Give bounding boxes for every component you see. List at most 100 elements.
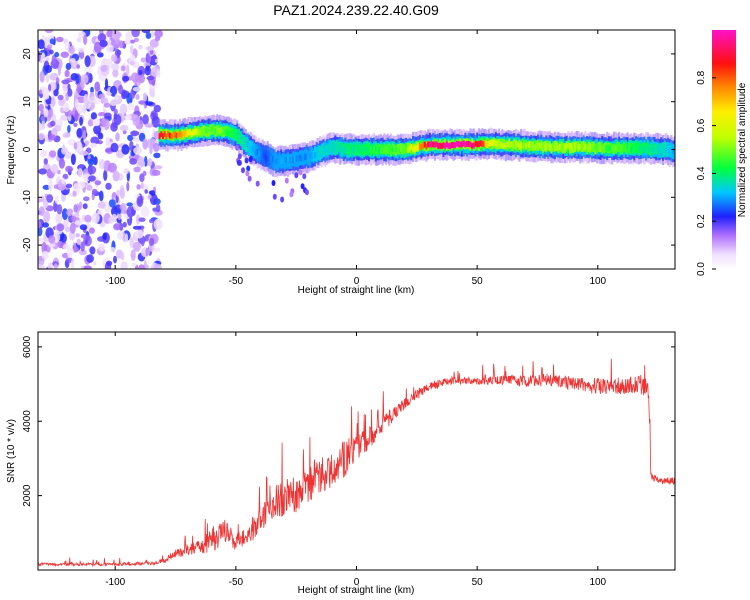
heatmap-noise-cell bbox=[126, 181, 130, 192]
snr-x-axis-label: Height of straight line (km) bbox=[298, 585, 415, 596]
heatmap-ridge-cell bbox=[599, 146, 602, 153]
heatmap-noise-cell bbox=[88, 175, 96, 182]
heatmap-noise-cell bbox=[91, 188, 98, 195]
heatmap-noise-cell bbox=[84, 214, 92, 223]
snr-x-tick-label: -100 bbox=[105, 577, 125, 588]
heatmap-ridge-cell bbox=[482, 141, 485, 148]
heatmap-noise-cell bbox=[93, 97, 101, 105]
heatmap-ridge-cell bbox=[294, 172, 299, 179]
heatmap-noise-cell bbox=[129, 158, 138, 165]
heatmap-noise-cell bbox=[149, 39, 159, 48]
heatmap-ridge-cell bbox=[437, 143, 440, 149]
heatmap-ridge-cell bbox=[572, 143, 575, 150]
heatmap-ridge-cell bbox=[499, 142, 502, 148]
heatmap-noise-cell bbox=[90, 136, 100, 145]
heatmap-ridge-cell bbox=[381, 145, 384, 152]
heatmap-noise-cell bbox=[130, 130, 140, 137]
heatmap-ridge-cell bbox=[165, 133, 168, 140]
heatmap-ridge-cell bbox=[356, 145, 359, 152]
heatmap-ridge-cell bbox=[474, 140, 477, 147]
heatmap-ridge-cell bbox=[330, 144, 333, 151]
heatmap-ridge-cell bbox=[239, 134, 242, 141]
heatmap-ridge-cell bbox=[472, 142, 475, 149]
heatmap-ridge-cell bbox=[160, 131, 163, 138]
heatmap-noise-cell bbox=[97, 201, 106, 209]
heatmap-ridge-cell bbox=[432, 141, 435, 148]
heatmap-ridge-cell bbox=[624, 145, 627, 152]
heatmap-noise-cell bbox=[97, 209, 103, 215]
heatmap-noise-cell bbox=[49, 165, 59, 172]
heatmap-noise-cell bbox=[38, 39, 45, 50]
heatmap-noise-cell bbox=[129, 60, 135, 66]
heatmap-noise-cell bbox=[140, 206, 150, 218]
heatmap-noise-cell bbox=[77, 168, 83, 178]
heatmap-ridge-cell bbox=[175, 132, 178, 139]
heatmap-noise-cell bbox=[151, 112, 157, 118]
heatmap-ridge-cell bbox=[452, 142, 455, 148]
heatmap-ridge-cell bbox=[290, 156, 293, 163]
heatmap-ridge-cell bbox=[428, 141, 431, 148]
heatmap-ridge-cell bbox=[481, 140, 484, 147]
heatmap-noise-cell bbox=[136, 196, 144, 207]
heatmap-ridge-cell bbox=[596, 143, 599, 150]
heatmap-noise-cell bbox=[153, 142, 160, 152]
snr-x-ticks: -100 -50 0 50 100 bbox=[105, 332, 607, 588]
heatmap-ridge-cell bbox=[172, 132, 175, 139]
heatmap-noise-cell bbox=[131, 30, 140, 38]
heatmap-ridge-cell bbox=[577, 144, 580, 151]
heatmap-noise-cell bbox=[41, 119, 45, 130]
heatmap-ridge-cell bbox=[244, 141, 247, 148]
heatmap-noise-cell bbox=[38, 133, 45, 141]
heatmap-ridge-cell bbox=[202, 129, 205, 136]
heatmap-noise-cell bbox=[153, 152, 161, 159]
heatmap-ridge-cell bbox=[510, 141, 512, 148]
heatmap-noise-cell bbox=[113, 255, 117, 264]
colorbar-tick-label: 0.4 bbox=[696, 166, 707, 180]
heatmap-noise-cell bbox=[122, 75, 130, 82]
heatmap-ridge-cell bbox=[300, 155, 303, 162]
heatmap-ridge-cell bbox=[508, 141, 511, 147]
heatmap-noise-cell bbox=[45, 73, 50, 83]
heatmap-noise-cell bbox=[54, 263, 58, 269]
heatmap-ridge-cell bbox=[236, 132, 239, 138]
heatmap-noise-cell bbox=[89, 227, 95, 234]
heatmap-ridge-cell bbox=[445, 141, 448, 148]
heatmap-noise-cell bbox=[42, 222, 49, 228]
heatmap-noise-cell bbox=[62, 244, 70, 250]
heatmap-noise-cell bbox=[151, 80, 156, 86]
heatmap-noise-cell bbox=[89, 142, 97, 148]
heatmap-noise-cell bbox=[48, 180, 53, 192]
heatmap-ridge-cell bbox=[398, 147, 401, 154]
heatmap-noise-cell bbox=[149, 145, 153, 155]
heatmap-ridge-cell bbox=[207, 127, 210, 134]
heatmap-ridge-cell bbox=[249, 144, 252, 151]
heatmap-noise-cell bbox=[53, 88, 59, 97]
heatmap-ridge-cell bbox=[552, 143, 555, 149]
heatmap-noise-cell bbox=[106, 260, 113, 266]
heatmap-noise-cell bbox=[66, 209, 73, 216]
heatmap-noise-cell bbox=[120, 261, 128, 269]
heatmap-noise-cell bbox=[145, 101, 154, 106]
heatmap-ridge-cell bbox=[574, 142, 577, 149]
heatmap-ridge-cell bbox=[390, 145, 392, 152]
heatmap-noise-cell bbox=[100, 65, 108, 73]
heatmap-noise-cell bbox=[132, 114, 140, 127]
heatmap-ridge-cell bbox=[200, 128, 203, 135]
heatmap-noise-cell bbox=[99, 39, 108, 48]
heatmap-ridge-cell bbox=[537, 144, 539, 151]
heatmap-noise-cell bbox=[136, 184, 141, 190]
heatmap-ridge-cell bbox=[378, 146, 381, 153]
heatmap-ridge-cell bbox=[587, 145, 590, 152]
heatmap-noise-cell bbox=[149, 218, 154, 224]
heatmap-ridge-cell bbox=[584, 143, 587, 150]
heatmap-noise-cell bbox=[70, 153, 76, 166]
heatmap-x-tick-label: -50 bbox=[229, 276, 244, 287]
heatmap-noise-cell bbox=[149, 190, 156, 196]
heatmap-noise-cell bbox=[110, 85, 117, 97]
heatmap-noise-cell bbox=[119, 124, 129, 132]
heatmap-ridge-cell bbox=[570, 143, 573, 150]
heatmap-noise-cell bbox=[49, 38, 55, 45]
heatmap-x-tick-label: -100 bbox=[105, 276, 125, 287]
heatmap-ridge-cell bbox=[295, 155, 298, 162]
heatmap-ridge-cell bbox=[491, 139, 494, 146]
